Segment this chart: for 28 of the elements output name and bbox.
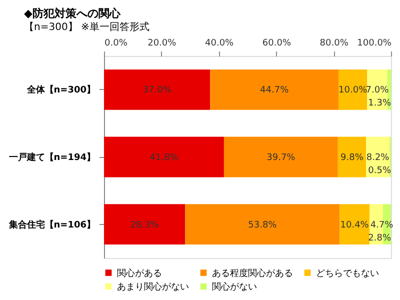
legend-label: ある程度関心がある: [212, 268, 293, 279]
x-tick-label: 100.0%: [357, 38, 392, 48]
x-tick-label: 40.0%: [205, 38, 234, 48]
data-label: 8.2%: [366, 153, 390, 163]
x-tick-label: 0.0%: [104, 38, 128, 48]
data-label: 44.7%: [260, 86, 290, 96]
legend-label: どちらでもない: [316, 268, 379, 279]
data-label: 10.0%: [338, 86, 368, 96]
data-label: 37.0%: [142, 86, 172, 96]
data-label: 1.3%: [368, 98, 392, 109]
legend-label: 関心がある: [117, 268, 162, 279]
data-label: 53.8%: [248, 220, 278, 230]
x-tick-label: 20.0%: [148, 38, 177, 48]
x-tick-label: 80.0%: [320, 38, 349, 48]
chart-subtitle: 【n=300】 ※単一回答形式: [24, 21, 150, 33]
data-label: 9.8%: [340, 153, 364, 163]
legend-label: あまり関心がない: [117, 282, 189, 292]
data-label: 0.5%: [368, 166, 392, 176]
x-tick-label: 60.0%: [262, 38, 292, 48]
legend-label: 関心がない: [212, 282, 257, 292]
data-label: 41.8%: [150, 153, 179, 163]
y-tick-label: 全体【n=300】: [26, 84, 96, 96]
chart-title: ◆防犯対策への関心: [24, 7, 122, 20]
data-label: 39.7%: [266, 153, 296, 163]
data-label: 10.4%: [340, 220, 370, 230]
y-tick-label: 一戸建て【n=194】: [8, 152, 96, 163]
data-label: 28.3%: [130, 220, 160, 230]
y-tick-label: 集合住宅【n=106】: [8, 219, 96, 230]
